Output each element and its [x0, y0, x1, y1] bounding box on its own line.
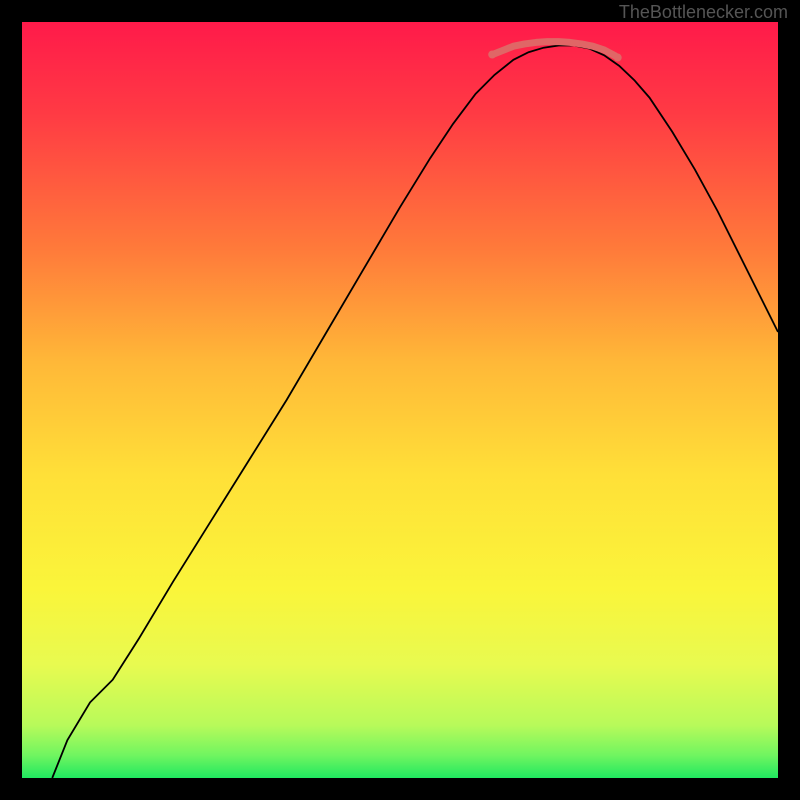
chart-svg: [22, 22, 778, 778]
gradient-background: [22, 22, 778, 778]
watermark-text: TheBottlenecker.com: [619, 2, 788, 23]
bottleneck-chart: [22, 22, 778, 778]
